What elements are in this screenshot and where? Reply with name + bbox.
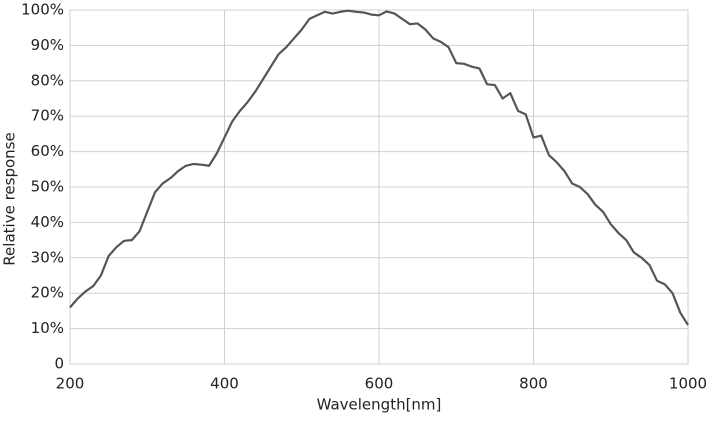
y-axis-label: Relative response: [1, 132, 19, 265]
x-tick-label: 1000: [669, 375, 707, 393]
x-tick-label: 200: [56, 375, 85, 393]
y-tick-label: 10%: [31, 319, 64, 337]
y-tick-label: 100%: [21, 1, 64, 19]
y-tick-label: 0: [54, 355, 64, 373]
y-tick-label: 90%: [31, 36, 64, 54]
line: [69, 9, 689, 326]
y-tick-label: 50%: [31, 178, 64, 196]
x-tick-label: 800: [519, 375, 548, 393]
y-tick-label: 60%: [31, 142, 64, 160]
y-tick-label: 80%: [31, 71, 64, 89]
x-axis-label: Wavelength[nm]: [317, 396, 442, 414]
y-tick-label: 70%: [31, 107, 64, 125]
x-tick-label: 400: [210, 375, 239, 393]
y-tick-label: 20%: [31, 284, 64, 302]
y-tick-label: 30%: [31, 248, 64, 266]
y-tick-label: 40%: [31, 213, 64, 231]
x-tick-label: 600: [365, 375, 394, 393]
